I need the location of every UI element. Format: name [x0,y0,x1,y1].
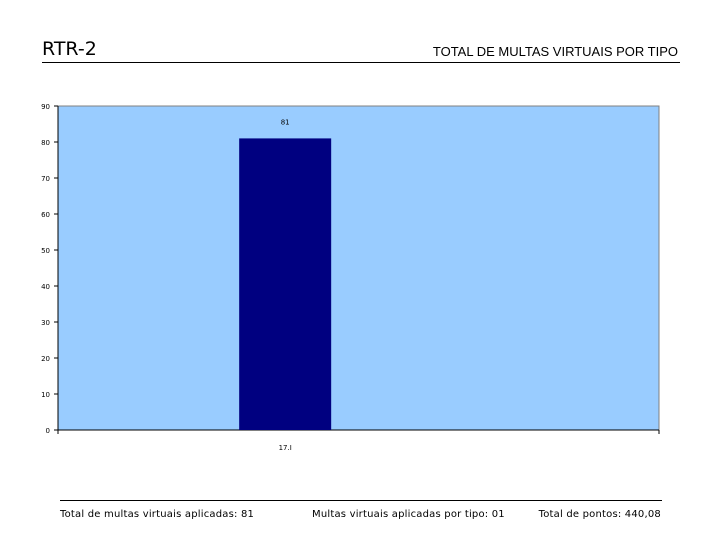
y-tick-label-70: 70 [41,175,50,183]
y-tick-label-80: 80 [41,139,50,147]
x-tick-label-0: 17.I [279,444,292,452]
y-tick-label-10: 10 [41,391,50,399]
y-tick-label-30: 30 [41,319,50,327]
data-label-0: 81 [281,118,290,126]
report-code: RTR-2 [42,38,97,60]
y-tick-label-20: 20 [41,355,50,363]
y-tick-label-0: 0 [46,427,50,435]
fines-per-type-label: Multas virtuais aplicadas por tipo: 01 [312,509,505,520]
total-fines-label: Total de multas virtuais aplicadas: 81 [60,509,255,520]
y-tick-label-40: 40 [41,283,50,291]
y-tick-label-60: 60 [41,211,50,219]
y-tick-label-50: 50 [41,247,50,255]
y-tick-label-90: 90 [41,103,50,111]
plot-area [57,105,660,431]
total-points-label: Total de pontos: 440,08 [538,509,661,520]
bar-0 [239,138,332,430]
chart-title: TOTAL DE MULTAS VIRTUAIS POR TIPO [432,44,678,59]
footer-divider [60,500,662,501]
header-divider [42,62,680,63]
